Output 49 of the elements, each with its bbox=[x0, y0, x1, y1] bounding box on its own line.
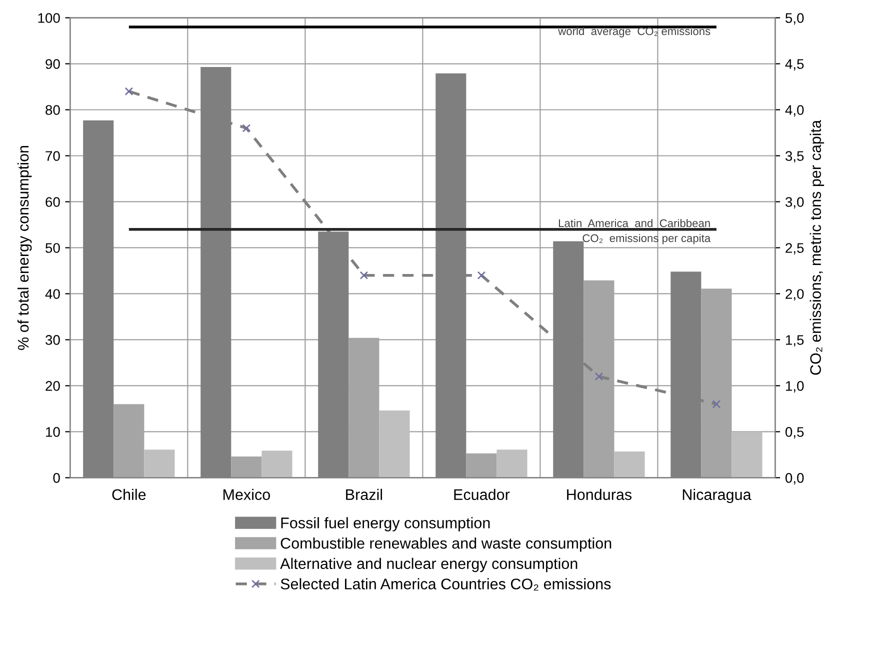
legend-label: Fossil fuel energy consumption bbox=[281, 517, 490, 532]
bar bbox=[231, 456, 262, 478]
point bbox=[712, 400, 721, 408]
y2-tick-label: 1,5 bbox=[786, 335, 804, 347]
x-tick-label: Nicaragua bbox=[682, 488, 752, 504]
bar bbox=[379, 410, 410, 478]
y-tick-label: 50 bbox=[46, 243, 60, 253]
y-axis-title: % of total energy consumption bbox=[17, 146, 32, 350]
y-tick-label: 0 bbox=[53, 473, 60, 483]
bar bbox=[262, 450, 292, 478]
y-tick-label: 40 bbox=[45, 289, 60, 299]
y-tick-label: 100 bbox=[38, 13, 60, 23]
y2-tick-label: 0,0 bbox=[785, 473, 804, 485]
y2-tick-label: 2,0 bbox=[786, 289, 804, 301]
bar bbox=[496, 450, 528, 478]
x-tick-label: Honduras bbox=[567, 488, 632, 500]
point bbox=[477, 271, 486, 280]
y2-tick-label: 4,5 bbox=[785, 59, 804, 71]
y2-tick-label: 3,0 bbox=[785, 197, 804, 209]
point bbox=[360, 271, 368, 280]
x-tick-label: Mexico bbox=[223, 488, 270, 500]
y-tick-label: 30 bbox=[46, 335, 60, 345]
point bbox=[242, 124, 251, 132]
y-tick-label: 60 bbox=[46, 197, 60, 207]
y-tick-label: 80 bbox=[46, 105, 60, 115]
point bbox=[594, 372, 604, 381]
legend-label: Alternative and nuclear energy consumption bbox=[280, 558, 578, 572]
y2-tick-label: 1,0 bbox=[786, 381, 804, 393]
bar bbox=[732, 432, 762, 478]
legend-label: Combustible renewables and waste consumption bbox=[280, 537, 612, 552]
bar bbox=[466, 453, 497, 478]
x-tick-label: Ecuador bbox=[454, 488, 510, 500]
y2-tick-label: 4,0 bbox=[785, 105, 804, 117]
legend-label: Selected Latin America Countries CO₂ emissions bbox=[280, 578, 611, 591]
y2-axis-title: CO₂ emissions, metric tons per capita bbox=[810, 120, 824, 375]
y-tick-label: 70 bbox=[46, 151, 60, 161]
y2-tick-label: 0,5 bbox=[785, 427, 804, 439]
bar bbox=[144, 450, 175, 478]
y-tick-label: 10 bbox=[46, 427, 60, 437]
bar bbox=[614, 451, 645, 478]
y-tick-label: 90 bbox=[46, 59, 60, 69]
y2-tick-label: 2,5 bbox=[786, 243, 804, 255]
ref-line-label: Latin America and Caribbean CO₂ emissions per capita bbox=[558, 218, 711, 244]
x-tick-label: Chile bbox=[112, 488, 146, 500]
x-tick-label: Brazil bbox=[346, 488, 382, 500]
y2-tick-label: 3,5 bbox=[785, 151, 804, 163]
y2-tick-label: 5,0 bbox=[786, 13, 804, 25]
y-tick-label: 20 bbox=[46, 381, 60, 391]
point bbox=[124, 87, 134, 96]
